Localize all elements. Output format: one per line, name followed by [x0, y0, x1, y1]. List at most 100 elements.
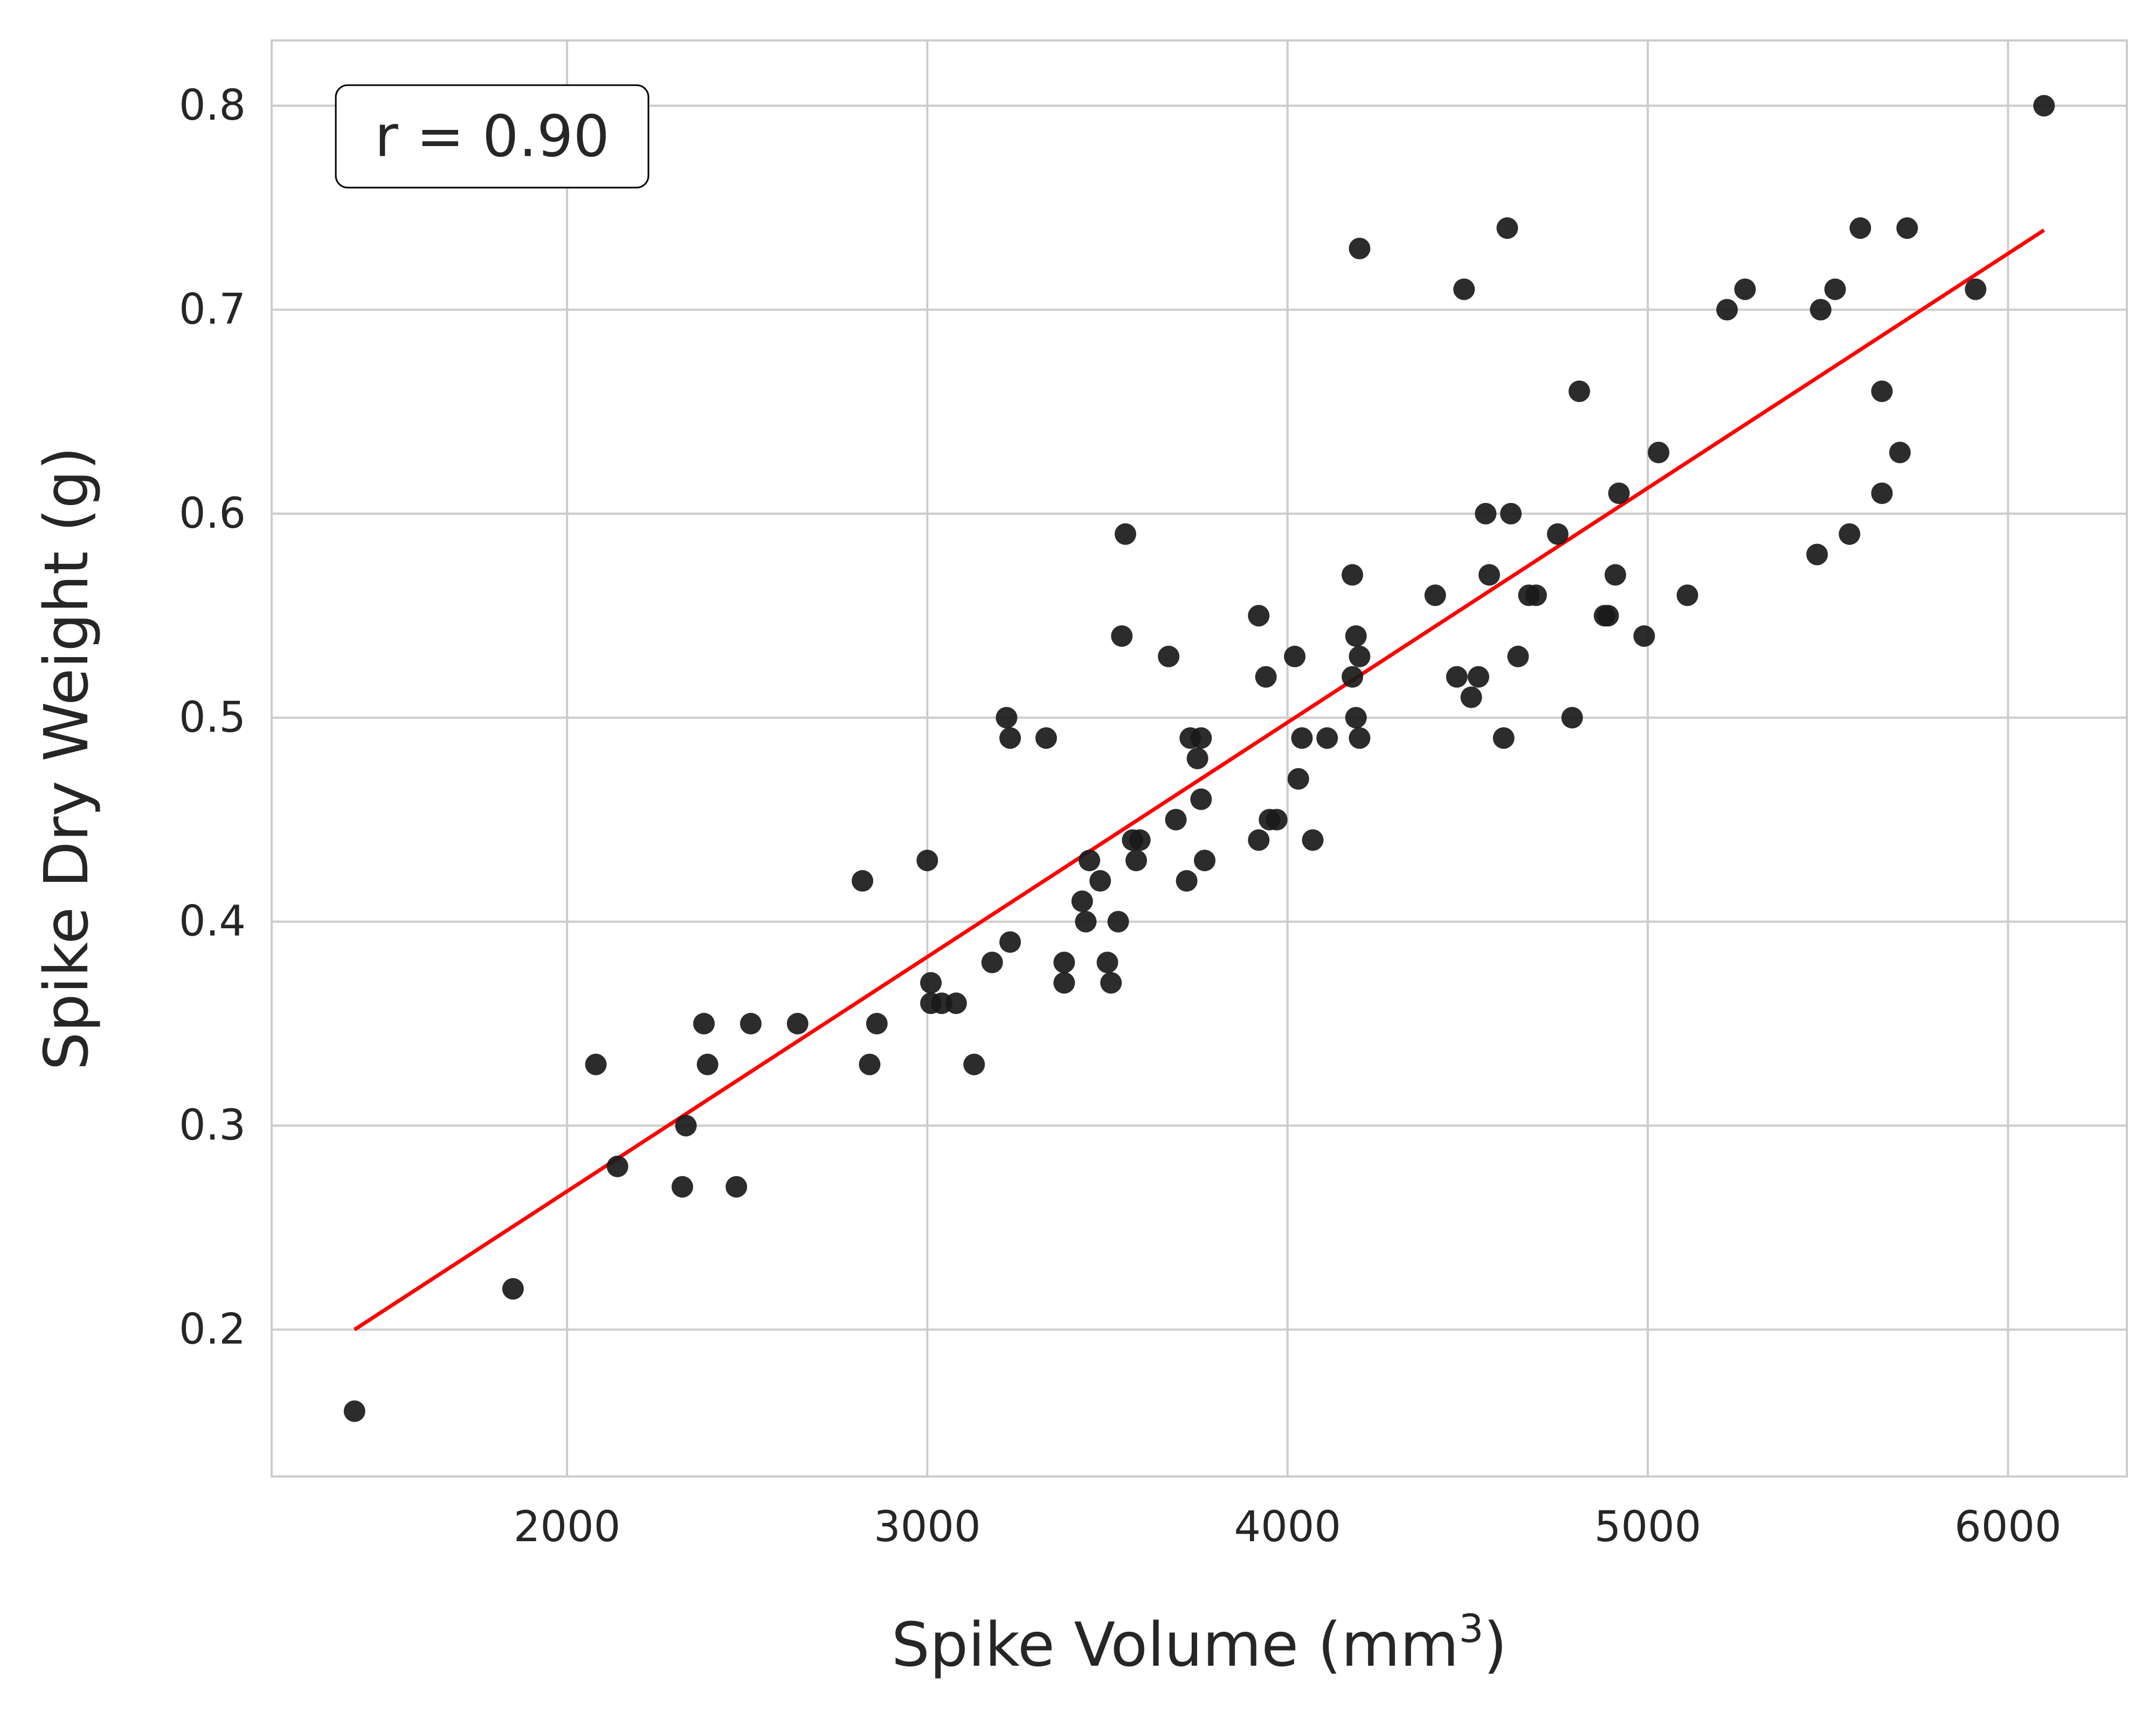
y-tick-label: 0.4: [179, 898, 246, 946]
scatter-point: [1302, 829, 1324, 851]
scatter-point: [852, 870, 874, 892]
scatter-point: [1114, 523, 1136, 545]
scatter-point: [1129, 829, 1151, 851]
scatter-point: [1446, 666, 1468, 688]
scatter-point: [1806, 543, 1828, 565]
scatter-point: [999, 727, 1021, 749]
scatter-point: [1100, 972, 1122, 994]
scatter-point: [1676, 584, 1698, 606]
scatter-point: [1500, 502, 1522, 525]
scatter-point: [1248, 605, 1270, 627]
scatter-point: [1597, 605, 1619, 627]
x-tick-label: 4000: [1234, 1503, 1341, 1551]
scatter-point: [866, 1012, 888, 1034]
x-tick-label: 5000: [1594, 1503, 1702, 1551]
scatter-point: [1266, 809, 1288, 831]
scatter-point: [1716, 299, 1738, 321]
scatter-point: [1079, 850, 1101, 872]
annotation-box: [335, 84, 649, 189]
annotation-text: r = 0.90: [375, 104, 610, 170]
scatter-point: [1096, 951, 1118, 974]
scatter-point: [1349, 237, 1371, 259]
scatter-point: [1035, 727, 1057, 749]
scatter-point: [1871, 482, 1893, 505]
scatter-point: [1345, 625, 1367, 647]
scatter-point: [859, 1053, 881, 1075]
scatter-point: [1839, 523, 1861, 545]
scatter-point: [1053, 951, 1075, 974]
y-tick-label: 0.2: [179, 1306, 246, 1354]
x-axis-title: Spike Volume (mm3): [892, 1606, 1507, 1680]
scatter-point: [1633, 625, 1655, 647]
scatter-point: [1190, 727, 1212, 749]
scatter-point: [1287, 768, 1309, 790]
scatter-point: [1608, 482, 1630, 505]
scatter-point: [1291, 727, 1313, 749]
scatter-point: [1349, 727, 1371, 749]
scatter-point: [1424, 584, 1446, 606]
scatter-point: [1176, 870, 1198, 892]
correlation-annotation: r = 0.90: [335, 84, 649, 189]
scatter-point: [1467, 666, 1489, 688]
y-tick-label: 0.8: [179, 81, 246, 130]
scatter-point: [1349, 645, 1371, 667]
scatter-point: [1525, 584, 1547, 606]
x-tick-label: 2000: [514, 1503, 621, 1551]
scatter-point: [1284, 645, 1306, 667]
scatter-point: [1889, 441, 1911, 464]
scatter-point: [1460, 686, 1482, 708]
scatter-point: [1255, 666, 1277, 688]
scatter-point: [945, 992, 967, 1015]
scatter-point: [502, 1278, 524, 1300]
scatter-point: [1824, 278, 1846, 300]
scatter-point: [1604, 564, 1626, 586]
scatter-point: [671, 1176, 693, 1198]
scatter-point: [343, 1400, 365, 1422]
scatter-point: [1190, 788, 1212, 810]
scatter-point: [1965, 278, 1987, 300]
scatter-point: [963, 1053, 985, 1075]
scatter-point: [920, 972, 942, 994]
scatter-point: [1075, 910, 1097, 933]
x-axis-title-suffix: ): [1483, 1610, 1507, 1680]
scatter-point: [2033, 95, 2055, 117]
scatter-point: [1492, 727, 1515, 749]
scatter-point: [981, 951, 1003, 974]
scatter-point: [1734, 278, 1756, 300]
scatter-point: [1547, 523, 1569, 545]
x-tick-label: 3000: [874, 1503, 981, 1551]
scatter-point: [675, 1115, 697, 1137]
x-axis-title-main: Spike Volume (mm: [892, 1610, 1459, 1680]
scatter-point: [1342, 666, 1364, 688]
scatter-point: [1561, 707, 1583, 729]
scatter-point: [1568, 380, 1591, 402]
scatter-point: [725, 1176, 748, 1198]
scatter-point: [1871, 380, 1893, 402]
data-points: [343, 95, 2055, 1422]
scatter-point: [1158, 645, 1180, 667]
scatter-point: [606, 1155, 628, 1177]
tick-labels: 2000 3000 4000 5000 6000 0.2 0.3 0.4 0.5 0.6 0.7 0.…: [179, 81, 2062, 1551]
scatter-point: [1111, 625, 1133, 647]
x-tick-label: 6000: [1954, 1503, 2062, 1551]
scatter-point: [1107, 910, 1129, 933]
scatter-point: [1125, 850, 1148, 872]
scatter-point: [1345, 707, 1367, 729]
scatter-point: [1316, 727, 1338, 749]
scatter-point: [1475, 502, 1497, 525]
scatter-point: [1194, 850, 1216, 872]
y-tick-label: 0.7: [179, 286, 246, 334]
y-axis-title: Spike Dry Weight (g): [32, 446, 102, 1070]
scatter-point: [1186, 748, 1208, 769]
scatter-point: [1478, 564, 1501, 586]
scatter-point: [740, 1012, 762, 1034]
scatter-point: [1648, 441, 1670, 464]
scatter-point: [696, 1053, 718, 1075]
scatter-point: [996, 707, 1018, 729]
scatter-point: [1248, 829, 1270, 851]
plot-area-frame: [271, 39, 2128, 1478]
scatter-point: [1849, 217, 1871, 239]
scatter-point: [999, 931, 1021, 953]
